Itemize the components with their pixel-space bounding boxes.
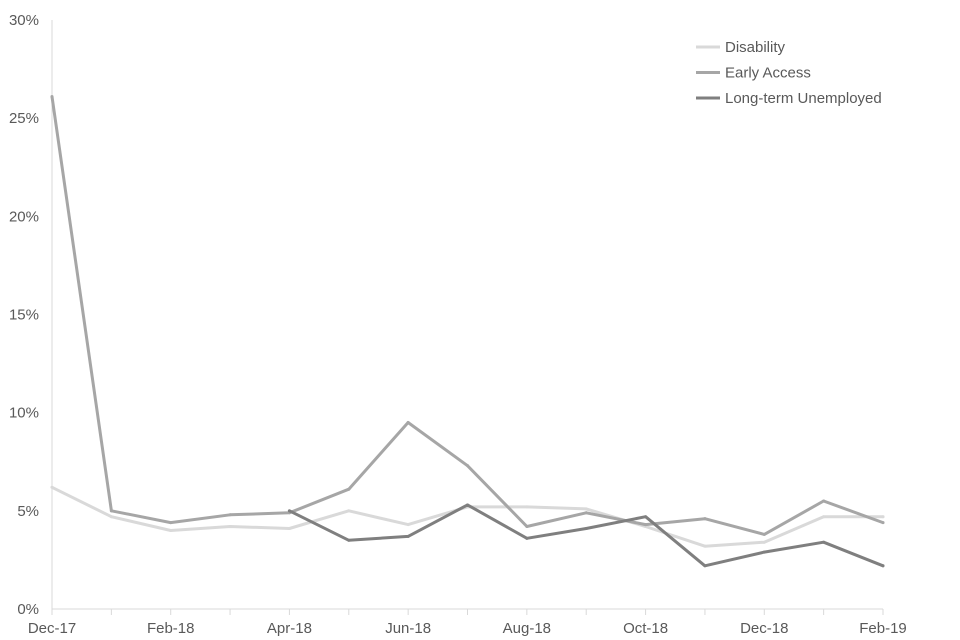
y-tick-label: 30% [9,12,39,29]
x-tick-label: Feb-19 [859,620,907,637]
data-point [228,525,232,529]
data-point [228,513,232,517]
data-point [287,527,291,531]
data-point [584,527,588,531]
series-long-term-unemployed [287,503,885,568]
series-early-access [50,95,885,536]
data-point [881,564,885,568]
data-point [347,509,351,513]
x-tick-label: Dec-18 [740,620,788,637]
data-point [466,464,469,468]
x-axis: Dec-17 Feb-18 Apr-18 Jun-18 Aug-18 Oct-18 Dec-… [28,608,907,637]
data-point [406,420,410,424]
data-point [109,509,113,513]
y-axis: 0% 5% 10% 15% 20% 25% 30% [9,12,53,618]
data-point [762,532,766,536]
data-point [762,550,766,554]
data-point [347,538,351,542]
data-point [822,515,826,519]
x-tick-label: Oct-18 [623,620,668,637]
y-tick-label: 5% [17,503,39,520]
x-tick-label: Feb-18 [147,620,195,637]
data-point [287,509,291,513]
data-point [644,515,648,519]
data-point [169,521,173,525]
y-tick-label: 20% [9,208,39,225]
series-disability [50,485,885,548]
data-point [525,536,529,540]
x-tick-label: Aug-18 [503,620,551,637]
legend-label: Disability [725,39,786,56]
series-layer [50,95,885,568]
legend-label: Long-term Unemployed [725,90,882,107]
data-point [703,517,707,521]
x-tick-label: Jun-18 [385,620,431,637]
data-point [703,544,707,548]
x-tick-label: Dec-17 [28,620,76,637]
data-point [466,503,469,507]
data-point [881,521,885,525]
data-point [50,95,54,99]
data-point [881,515,885,519]
series-line [50,95,885,536]
legend: Disability Early Access Long-term Unemploy… [696,39,882,107]
data-point [525,525,529,529]
legend-item: Early Access [696,65,811,82]
data-point [584,511,588,515]
data-point [347,487,351,491]
y-tick-label: 15% [9,307,39,324]
series-line [50,485,885,548]
y-tick-label: 10% [9,405,39,422]
legend-item: Disability [696,39,786,56]
data-point [525,505,529,509]
data-point [109,515,113,519]
data-point [703,564,707,568]
y-tick-label: 25% [9,110,39,127]
data-point [762,540,766,544]
data-point [406,523,410,527]
data-point [644,523,648,527]
legend-item: Long-term Unemployed [696,90,882,107]
data-point [406,534,410,538]
legend-label: Early Access [725,65,811,82]
data-point [169,528,173,532]
data-point [584,507,588,511]
data-point [822,540,826,544]
y-tick-label: 0% [17,601,39,618]
data-point [50,485,54,489]
x-tick-label: Apr-18 [267,620,312,637]
data-point [822,499,826,503]
